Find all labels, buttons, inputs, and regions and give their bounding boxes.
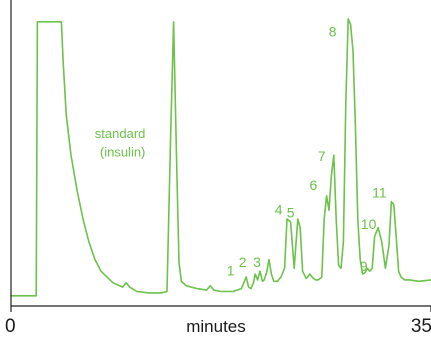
x-tick-label-0: 0 bbox=[5, 316, 16, 337]
peak-label-4: 4 bbox=[275, 202, 283, 218]
peak-label-5: 5 bbox=[287, 205, 295, 221]
peak-label-9: 9 bbox=[360, 258, 368, 274]
peak-label-11: 11 bbox=[372, 184, 387, 200]
peak-label-2: 2 bbox=[239, 254, 247, 270]
peak-label-10: 10 bbox=[361, 216, 377, 232]
peak-label-7: 7 bbox=[318, 148, 326, 164]
x-tick-label-35: 35 bbox=[411, 316, 431, 337]
standard-label-line-1: standard bbox=[95, 126, 146, 141]
plot-layer bbox=[10, 18, 431, 297]
chromatogram-trace-line bbox=[10, 18, 431, 297]
label-layer: standard (insulin) 12 3 4 567 8 9 10 11 bbox=[95, 23, 387, 278]
x-axis-title: minutes bbox=[186, 317, 246, 336]
standard-label-line-2: (insulin) bbox=[100, 145, 146, 160]
peak-label-8: 8 bbox=[329, 23, 337, 39]
peak-label-6: 6 bbox=[310, 177, 318, 193]
peak-label-1: 1 bbox=[227, 263, 235, 279]
peak-label-3: 3 bbox=[253, 254, 261, 270]
